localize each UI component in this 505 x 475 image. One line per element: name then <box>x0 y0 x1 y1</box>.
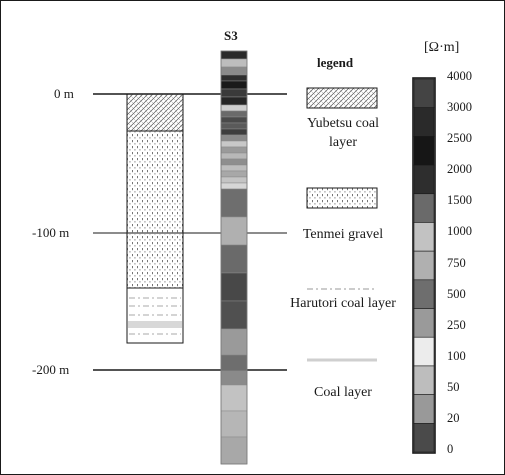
scale-tick-label: 20 <box>447 410 460 425</box>
legend-label-harutori: Harutori coal layer <box>290 296 396 311</box>
log-segment <box>220 158 248 166</box>
log-segment <box>220 58 248 68</box>
log-segment <box>220 216 248 246</box>
log-segment <box>220 134 248 142</box>
legend-label-tenmei: Tenmei gravel <box>302 227 384 242</box>
scale-swatch <box>413 365 435 395</box>
log-segment <box>220 176 248 184</box>
scale-swatch <box>413 107 435 137</box>
scale-tick-label: 750 <box>447 255 466 270</box>
log-segment <box>220 74 248 82</box>
coal-band <box>128 321 182 328</box>
scale-tick-label: 0 <box>447 442 454 456</box>
yubetsu-unit <box>126 93 184 132</box>
scale-tick-label: 1000 <box>447 224 472 239</box>
log-segment <box>220 272 248 302</box>
scale-swatch <box>413 279 435 309</box>
log-segment <box>220 146 248 154</box>
scale-swatch <box>413 336 435 367</box>
log-segment <box>220 384 248 412</box>
log-segment <box>220 354 248 372</box>
scale-unit: [Ω·m] <box>424 40 460 55</box>
log-segment <box>220 116 248 124</box>
log-segment <box>220 152 248 160</box>
geologic-column <box>126 93 184 344</box>
log-outline <box>220 50 248 465</box>
scale-tick-label: 50 <box>447 379 460 394</box>
log-segment <box>220 140 248 148</box>
log-segment <box>220 370 248 386</box>
log-segment <box>220 328 248 356</box>
log-segment <box>220 410 248 438</box>
scale-swatch <box>413 308 435 338</box>
legend-label-yubetsu: Yubetsu coal layer <box>307 116 379 150</box>
log-segment <box>220 122 248 130</box>
scale-swatch <box>413 136 435 166</box>
legend-swatch-yubetsu <box>306 87 378 109</box>
log-segment <box>220 188 248 218</box>
log-segment <box>220 244 248 274</box>
scale-tick-label: 4000 <box>447 69 472 83</box>
scale-frame <box>412 77 436 454</box>
log-segment <box>220 182 248 190</box>
scale-swatch <box>413 193 435 223</box>
resistivity-log <box>220 50 248 465</box>
log-segment <box>220 96 248 106</box>
log-segment <box>220 300 248 330</box>
log-segment <box>220 66 248 76</box>
log-segment <box>220 170 248 178</box>
depth-label-0: 0 m <box>54 86 74 101</box>
log-segment <box>220 164 248 172</box>
log-segment <box>220 128 248 136</box>
scale-swatch <box>413 250 435 281</box>
depth-label-100: -100 m <box>32 225 70 240</box>
legend-title: legend <box>317 55 354 70</box>
log-segment <box>220 436 248 465</box>
scale-swatch <box>413 222 435 252</box>
scale-swatch <box>413 78 435 108</box>
log-segment <box>220 110 248 118</box>
scale-tick-label: 100 <box>447 348 466 363</box>
scale-swatch <box>413 394 435 424</box>
scale-tick-label: 1500 <box>447 193 472 208</box>
log-segment <box>220 80 248 90</box>
scale-tick-label: 3000 <box>447 100 472 115</box>
legend-label-coal: Coal layer <box>314 385 372 400</box>
log-segment <box>220 50 248 60</box>
scale-swatch <box>413 423 435 453</box>
scale-swatch <box>413 164 435 195</box>
tenmei-unit <box>126 130 184 289</box>
scale-tick-label: 500 <box>447 286 466 301</box>
scale-tick-label: 2500 <box>447 131 472 146</box>
log-segment <box>220 88 248 98</box>
log-segment <box>220 104 248 112</box>
depth-label-200: -200 m <box>32 362 70 377</box>
borehole-title: S3 <box>224 28 238 43</box>
legend-swatch-tenmei <box>306 187 378 209</box>
scale-tick-label: 2000 <box>447 162 472 177</box>
scale-tick-label: 250 <box>447 317 466 332</box>
color-scale-bar <box>412 77 436 454</box>
